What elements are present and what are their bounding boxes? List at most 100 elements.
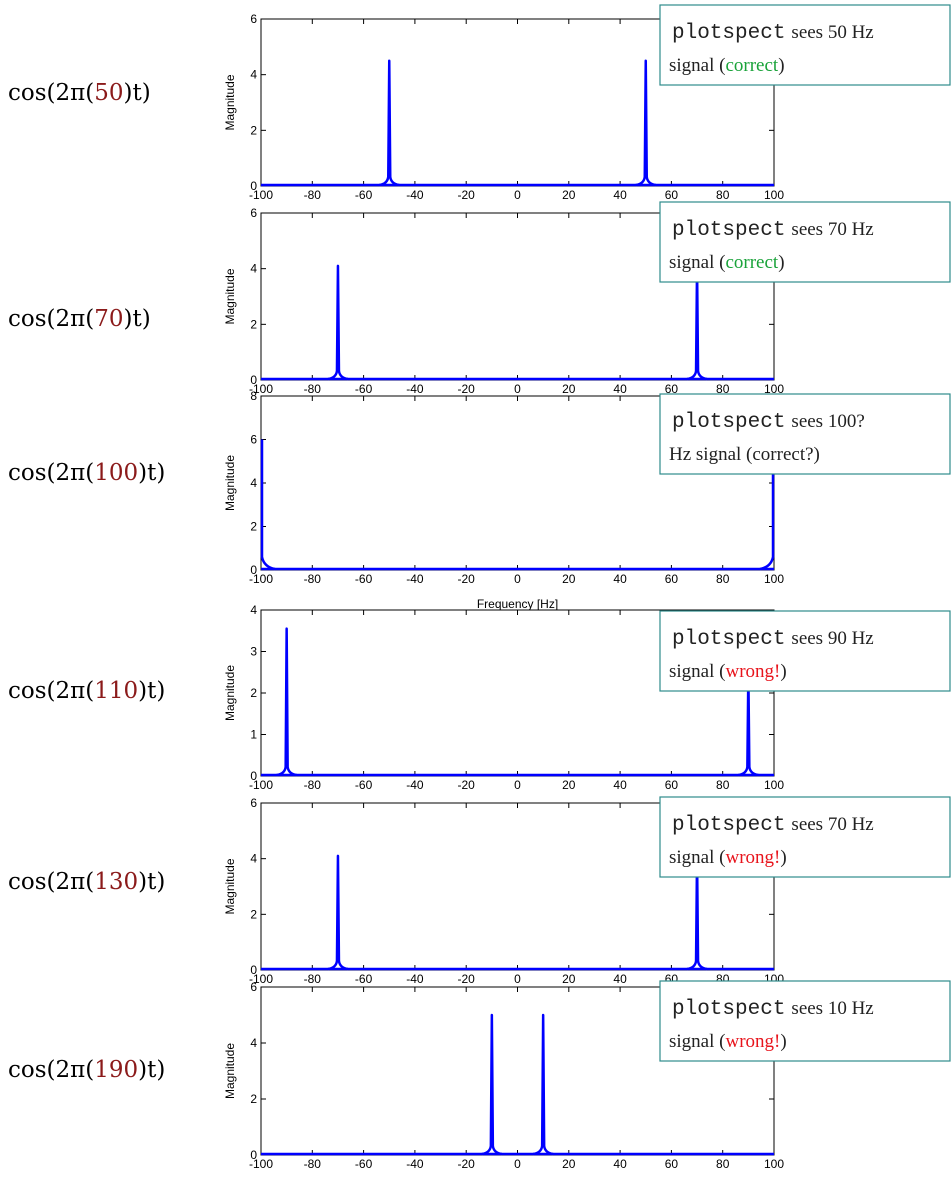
callout-line-2: signal (correct): [669, 55, 785, 76]
x-tick-label: -20: [458, 188, 476, 202]
x-tick-label: -80: [304, 572, 322, 586]
spectrum-panel-50: cos(2π(50)t)-100 -80 -60 -40 -20 0 20 40 60 80 100…: [8, 12, 784, 202]
callout-frame: [659, 610, 951, 692]
formula-frequency: 70: [94, 306, 123, 332]
x-tick-label: 0: [514, 188, 521, 202]
callout-frame: [659, 201, 951, 283]
y-tick-label: 2: [250, 123, 257, 137]
y-tick-label: 0: [250, 963, 257, 977]
x-tick-label: 40: [613, 382, 627, 396]
spectrum-peak: [481, 1013, 503, 1156]
spectrum-peak: [635, 59, 656, 187]
spectrum-peak: [379, 59, 400, 187]
x-tick-label: 60: [665, 572, 679, 586]
x-tick-label: 100: [764, 778, 784, 792]
formula-suffix: )t): [124, 80, 151, 106]
x-tick-label: -60: [355, 188, 373, 202]
formula-suffix: )t): [138, 1057, 165, 1083]
x-tick-label: -80: [304, 382, 322, 396]
formula-frequency: 50: [94, 80, 123, 106]
x-tick-label: 0: [514, 778, 521, 792]
x-tick-label: -100: [249, 778, 273, 792]
callout-status-correct: correct: [725, 252, 778, 273]
formula-prefix: cos(2π(: [8, 1057, 94, 1083]
callout-frame: [659, 796, 951, 878]
y-tick-label: 2: [250, 317, 257, 331]
x-tick-label: 0: [514, 972, 521, 986]
y-tick-label: 0: [250, 373, 257, 387]
x-tick-label: 60: [665, 188, 679, 202]
callout-command: plotspect: [672, 22, 785, 45]
formula-suffix: )t): [138, 460, 165, 486]
x-tick-label: 40: [613, 572, 627, 586]
x-tick-label: 100: [764, 572, 784, 586]
callout-observation: sees 50 Hz: [791, 22, 873, 43]
callout-line-2: Hz signal (correct?): [669, 444, 820, 465]
y-tick-label: 4: [250, 1036, 257, 1050]
callout-box-70: plotspect sees 70 Hz signal (correct): [659, 201, 951, 283]
callout-post: ): [778, 55, 784, 76]
x-tick-label: 20: [562, 572, 576, 586]
y-tick-label: 6: [250, 206, 257, 220]
x-tick-label: -80: [304, 1157, 322, 1171]
y-tick-label: 2: [250, 1092, 257, 1106]
callout-post: ): [780, 661, 786, 682]
x-tick-label: 0: [514, 382, 521, 396]
y-axis-label: Magnitude: [223, 455, 237, 511]
y-tick-label: 4: [250, 262, 257, 276]
x-tick-label: -40: [406, 1157, 424, 1171]
y-tick-label: 8: [250, 389, 257, 403]
callout-pre: signal (: [669, 1031, 725, 1052]
x-tick-label: -20: [458, 572, 476, 586]
callout-pre: Hz signal (correct?): [669, 444, 820, 465]
x-tick-label: -100: [249, 1157, 273, 1171]
x-tick-label: 20: [562, 188, 576, 202]
callout-frame: [659, 980, 951, 1062]
callout-command: plotspect: [672, 628, 785, 651]
callout-line-1: plotspect sees 70 Hz: [672, 814, 874, 837]
callout-pre: signal (: [669, 847, 725, 868]
spectrum-peak: [327, 854, 349, 971]
spectrum-panel-110: cos(2π(110)t)-100 -80 -60 -40 -20 0 20 40 60 80 10…: [8, 603, 784, 792]
callout-box-100: plotspect sees 100? Hz signal (correct?): [659, 393, 951, 475]
callout-line-1: plotspect sees 70 Hz: [672, 219, 874, 242]
y-tick-label: 0: [250, 769, 257, 783]
callout-frame: [659, 4, 951, 86]
callout-line-1: plotspect sees 50 Hz: [672, 22, 874, 45]
spectrum-panel-70: cos(2π(70)t)-100 -80 -60 -40 -20 0 20 40 60 80 100…: [8, 206, 784, 396]
formula-prefix: cos(2π(: [8, 678, 94, 704]
formula-suffix: )t): [138, 869, 165, 895]
x-tick-label: 20: [562, 382, 576, 396]
y-tick-label: 4: [250, 476, 257, 490]
formula-prefix: cos(2π(: [8, 460, 94, 486]
x-tick-label: -60: [355, 778, 373, 792]
x-tick-label: 40: [613, 188, 627, 202]
x-tick-label: 80: [716, 572, 730, 586]
y-tick-label: 4: [250, 68, 257, 82]
x-tick-label: -40: [406, 972, 424, 986]
signal-formula: cos(2π(100)t): [8, 460, 165, 486]
y-tick-label: 0: [250, 1148, 257, 1162]
callout-pre: signal (: [669, 55, 725, 76]
x-tick-label: -100: [249, 572, 273, 586]
x-tick-label: 100: [764, 188, 784, 202]
formula-frequency: 110: [94, 678, 138, 704]
x-tick-label: -40: [406, 572, 424, 586]
spectrum-peak: [327, 264, 349, 381]
y-axis-label: Magnitude: [223, 268, 237, 324]
spectrum-peak: [276, 627, 297, 777]
x-tick-label: 40: [613, 778, 627, 792]
formula-frequency: 100: [94, 460, 138, 486]
x-tick-label: 40: [613, 972, 627, 986]
callout-frame: [659, 393, 951, 475]
callout-line-2: signal (wrong!): [669, 1031, 787, 1052]
callout-observation: sees 70 Hz: [791, 219, 873, 240]
callout-line-2: signal (wrong!): [669, 847, 787, 868]
x-tick-label: -60: [355, 972, 373, 986]
y-axis-label: Magnitude: [223, 74, 237, 130]
x-tick-label: 40: [613, 1157, 627, 1171]
y-tick-label: 0: [250, 563, 257, 577]
x-tick-label: 60: [665, 778, 679, 792]
callout-line-2: signal (correct): [669, 252, 785, 273]
